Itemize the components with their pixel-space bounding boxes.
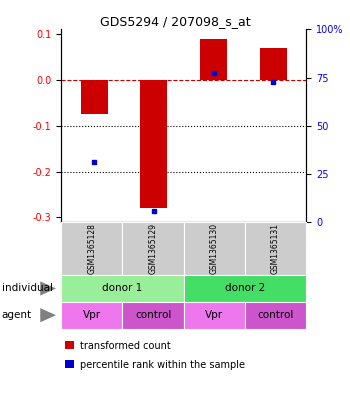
Text: percentile rank within the sample: percentile rank within the sample [80, 360, 245, 370]
Text: GSM1365128: GSM1365128 [88, 223, 96, 274]
Text: GDS5294 / 207098_s_at: GDS5294 / 207098_s_at [100, 15, 250, 28]
Text: GSM1365130: GSM1365130 [210, 223, 219, 274]
Text: transformed count: transformed count [80, 341, 171, 351]
Bar [200, 39, 227, 80]
Text: GSM1365129: GSM1365129 [149, 223, 158, 274]
Text: Vpr: Vpr [205, 310, 223, 320]
Text: individual: individual [2, 283, 53, 294]
Bar [140, 80, 167, 208]
Text: donor 1: donor 1 [102, 283, 143, 294]
Text: GSM1365131: GSM1365131 [271, 223, 280, 274]
Text: Vpr: Vpr [83, 310, 101, 320]
Text: control: control [258, 310, 294, 320]
Text: agent: agent [2, 310, 32, 320]
Text: control: control [135, 310, 171, 320]
Bar [80, 80, 107, 114]
Bar [260, 48, 287, 80]
Text: donor 2: donor 2 [225, 283, 265, 294]
